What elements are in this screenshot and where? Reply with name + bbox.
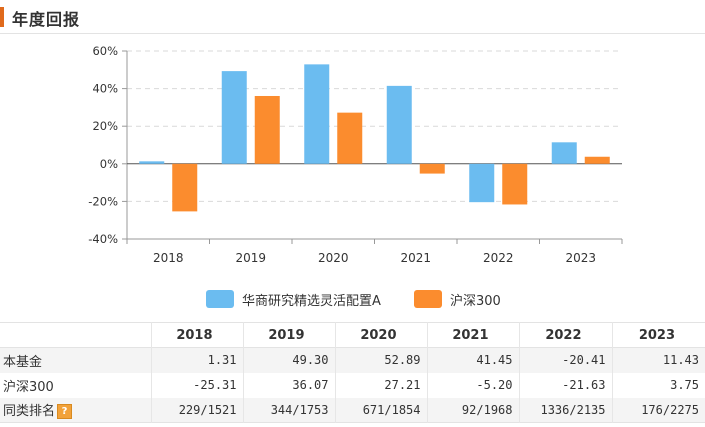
y-tick-label: -40% — [88, 232, 118, 246]
chart-legend: 华商研究精选灵活配置A 沪深300 — [0, 288, 705, 310]
bar-index — [254, 95, 280, 164]
y-tick-label: 20% — [92, 119, 118, 133]
table-header-row: 2018 2019 2020 2021 2022 2023 — [0, 322, 705, 348]
table-cell: 344/1753 — [243, 397, 336, 423]
bar-index — [419, 163, 445, 174]
x-tick-label: 2023 — [565, 251, 596, 265]
table-row-index: 沪深300 -25.31 36.07 27.21 -5.20 -21.63 3.… — [0, 372, 705, 398]
x-tick-label: 2021 — [400, 251, 431, 265]
legend-item-index[interactable]: 沪深300 — [414, 288, 501, 310]
row-label: 沪深300 — [0, 372, 152, 398]
bar-fund — [304, 64, 330, 164]
bar-index — [172, 163, 198, 212]
table-cell: 176/2275 — [641, 402, 699, 417]
table-row-fund: 本基金 1.31 49.30 52.89 41.45 -20.41 11.43 — [0, 347, 705, 373]
bar-index — [584, 156, 610, 164]
title-accent-bar — [0, 7, 4, 27]
table-cell: -25.31 — [151, 372, 244, 398]
legend-label-fund: 华商研究精选灵活配置A — [242, 293, 381, 309]
x-tick-label: 2020 — [318, 251, 349, 265]
table-header-cell: 2020 — [335, 322, 428, 348]
table-header-cell: 2018 — [151, 322, 244, 348]
table-header-cell: 2022 — [519, 322, 613, 348]
x-tick-label: 2022 — [483, 251, 514, 265]
table-cell: 52.89 — [335, 347, 428, 373]
bar-fund — [139, 161, 165, 164]
x-tick-label: 2018 — [153, 251, 184, 265]
bar-fund — [386, 85, 412, 164]
legend-item-fund[interactable]: 华商研究精选灵活配置A — [206, 288, 381, 310]
y-tick-label: 0% — [100, 157, 118, 171]
table-header-cell: 2023 — [638, 327, 675, 343]
row-label: 同类排名? — [0, 397, 152, 423]
table-cell: 3.75 — [670, 378, 699, 392]
bar-fund — [469, 163, 495, 203]
annual-return-table: 2018 2019 2020 2021 2022 2023 本基金 1.31 4… — [0, 322, 705, 423]
legend-swatch-fund — [206, 290, 234, 308]
table-cell: -20.41 — [519, 347, 613, 373]
y-tick-label: -20% — [88, 194, 118, 208]
table-cell: 27.21 — [335, 372, 428, 398]
table-cell: 11.43 — [662, 353, 699, 368]
y-tick-label: 40% — [92, 82, 118, 96]
row-label: 本基金 — [0, 347, 152, 373]
y-tick-label: 60% — [92, 44, 118, 58]
table-cell: 1.31 — [151, 347, 244, 373]
table-cell: 229/1521 — [151, 397, 244, 423]
bar-fund — [551, 142, 577, 164]
table-cell: -21.63 — [519, 372, 613, 398]
bar-index — [502, 163, 528, 205]
table-cell: 92/1968 — [427, 397, 520, 423]
table-row-rank: 同类排名? 229/1521 344/1753 671/1854 92/1968… — [0, 397, 705, 423]
table-cell: 41.45 — [427, 347, 520, 373]
table-cell: 671/1854 — [335, 397, 428, 423]
bar-fund — [221, 71, 247, 164]
table-cell: 36.07 — [243, 372, 336, 398]
table-header-cell: 2021 — [427, 322, 520, 348]
section-title: 年度回报 — [12, 10, 81, 29]
table-header-cell: 2019 — [243, 322, 336, 348]
row-label-text: 同类排名 — [3, 404, 56, 420]
legend-swatch-index — [414, 290, 442, 308]
table-cell: -5.20 — [427, 372, 520, 398]
table-cell: 49.30 — [243, 347, 336, 373]
table-cell: 1336/2135 — [519, 397, 613, 423]
table-header-cell — [0, 322, 152, 348]
x-tick-label: 2019 — [235, 251, 266, 265]
legend-label-index: 沪深300 — [450, 293, 501, 309]
section-header: 年度回报 — [0, 0, 705, 34]
bar-index — [337, 112, 363, 164]
annual-return-chart: 60% 40% 20% 0% -20% -40% 2018 2019 2020 2021 2022 2… — [88, 44, 623, 265]
help-icon[interactable]: ? — [57, 404, 73, 420]
